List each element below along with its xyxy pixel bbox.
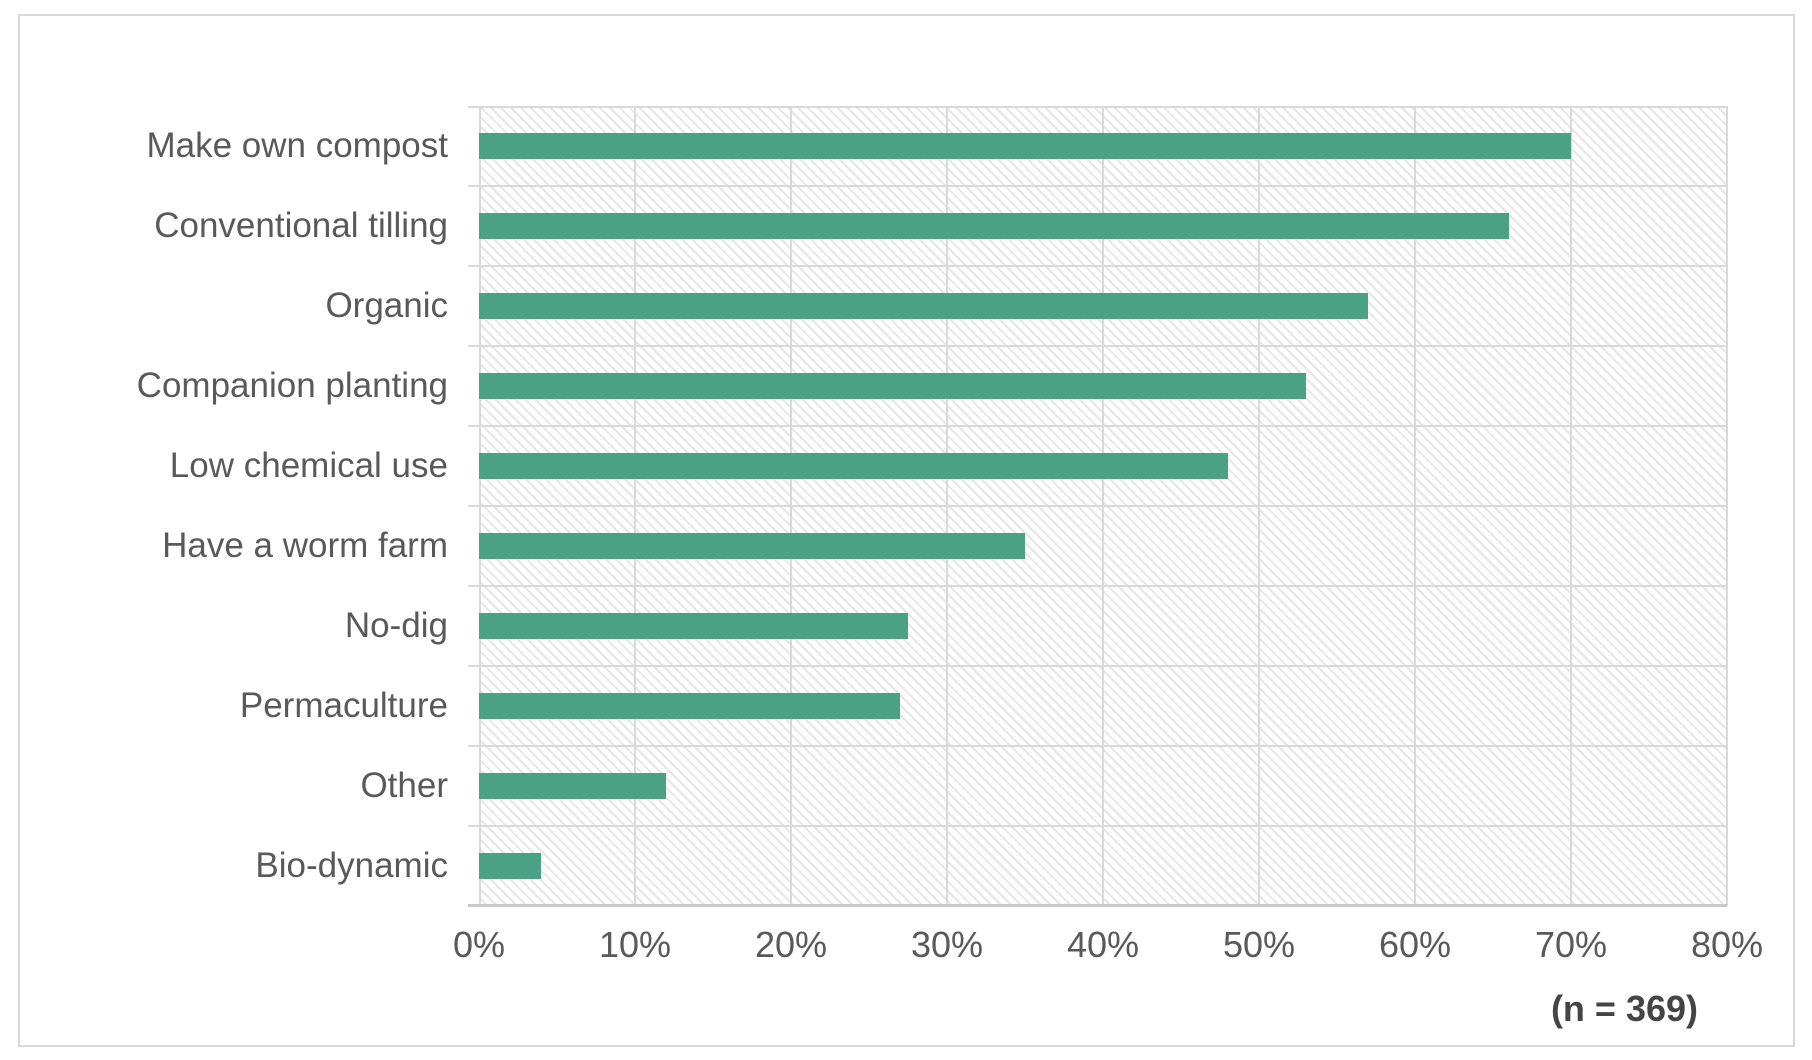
bar-make-own-compost [479, 133, 1571, 159]
category-label: Other [360, 766, 448, 805]
category-label: Bio-dynamic [255, 846, 448, 885]
category-label: Permaculture [239, 686, 448, 725]
bar-bio-dynamic [479, 853, 541, 879]
category-label: Have a worm farm [162, 526, 448, 565]
horizontal-gridline [468, 745, 1727, 747]
horizontal-gridline [468, 106, 1727, 108]
horizontal-gridline [468, 185, 1727, 187]
x-tick-label: 10% [598, 924, 672, 965]
x-tick-label: 60% [1378, 924, 1452, 965]
horizontal-gridline [468, 265, 1727, 267]
horizontal-gridline [468, 505, 1727, 507]
category-label: Companion planting [136, 366, 448, 405]
x-tick-label: 0% [452, 924, 506, 965]
x-tick-label: 40% [1066, 924, 1140, 965]
x-tick-label: 50% [1222, 924, 1296, 965]
bar-other [479, 773, 666, 799]
horizontal-gridline [468, 585, 1727, 587]
chart-frame: Make own compost Conventional tilling Orga… [18, 14, 1795, 1047]
bar-companion-planting [479, 373, 1306, 399]
x-axis-line [468, 904, 1727, 907]
x-tick-label: 30% [910, 924, 984, 965]
category-label: Low chemical use [169, 446, 448, 485]
vertical-gridline [1726, 106, 1728, 906]
bar-conventional-tilling [479, 213, 1509, 239]
horizontal-gridline [468, 345, 1727, 347]
x-tick-label: 80% [1690, 924, 1764, 965]
bar-have-a-worm-farm [479, 533, 1025, 559]
plot-area [468, 106, 1728, 907]
category-axis-labels: Make own compost Conventional tilling Orga… [20, 106, 448, 906]
category-label: Organic [325, 286, 448, 325]
horizontal-gridline [468, 425, 1727, 427]
bar-low-chemical-use [479, 453, 1228, 479]
bar-no-dig [479, 613, 908, 639]
category-label: No-dig [344, 606, 448, 645]
bar-permaculture [479, 693, 900, 719]
horizontal-gridline [468, 665, 1727, 667]
x-tick-label: 70% [1534, 924, 1608, 965]
horizontal-gridline [468, 825, 1727, 827]
category-label: Conventional tilling [154, 206, 448, 245]
category-label: Make own compost [146, 126, 448, 165]
sample-size-note: (n = 369) [1550, 988, 1698, 1029]
bar-organic [479, 293, 1368, 319]
x-tick-label: 20% [754, 924, 828, 965]
value-axis-tick-labels: 0% 10% 20% 30% 40% 50% 60% 70% 80% [20, 924, 1812, 974]
